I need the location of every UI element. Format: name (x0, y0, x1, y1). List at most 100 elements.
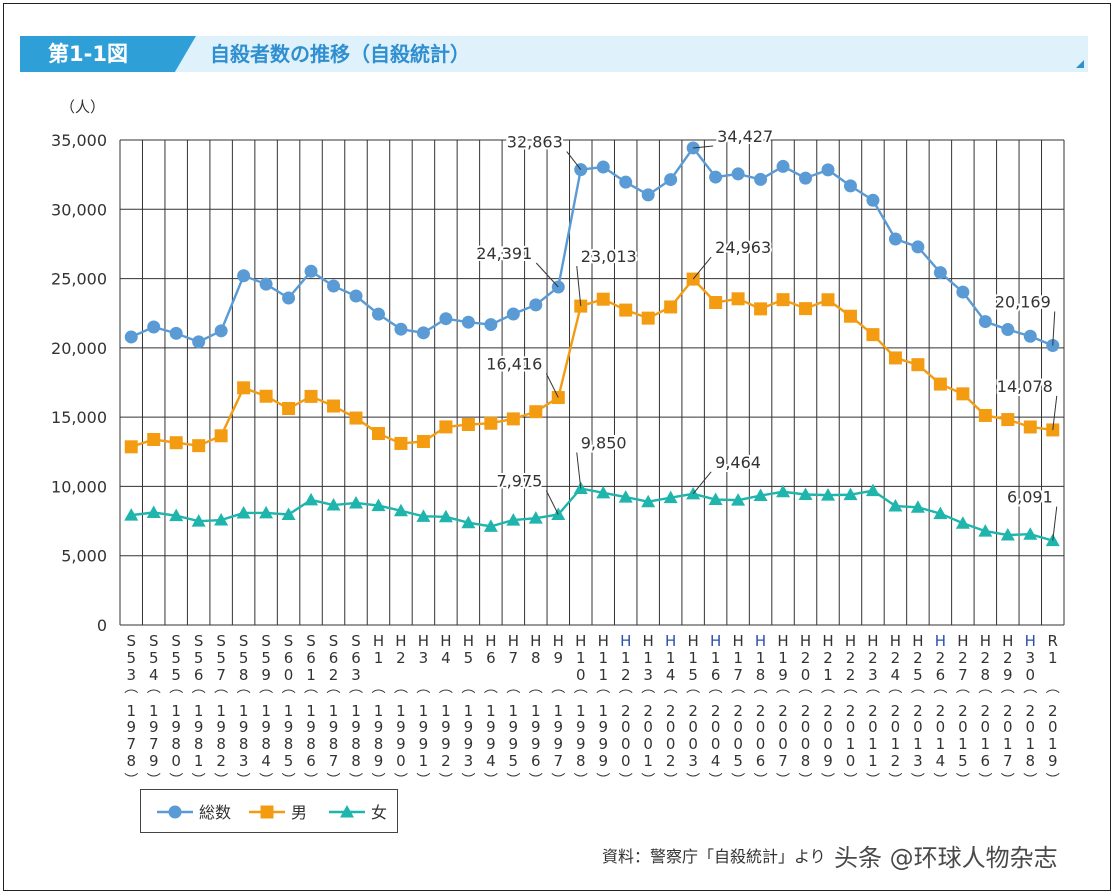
x-tick-year-char: 7 (1003, 752, 1013, 770)
x-tick-year-char: 2 (666, 752, 676, 770)
data-point-female (978, 524, 993, 537)
x-tick-year-char: 2 (801, 702, 811, 720)
x-tick-era-char: 7 (733, 666, 743, 684)
data-point-female (236, 505, 251, 519)
x-tick-year-char: 4 (711, 752, 721, 770)
x-tick-paren: ︵ (754, 680, 768, 696)
x-tick-era-char: 2 (913, 649, 923, 667)
x-tick-year-char: 2 (936, 702, 946, 720)
x-tick-year-char: 0 (711, 735, 721, 753)
data-label: 20,169 (995, 293, 1051, 312)
x-tick-era-char: 4 (891, 666, 901, 684)
x-tick-era-char: 7 (216, 666, 226, 684)
x-tick-year-char: 2 (621, 702, 631, 720)
x-tick-year-char: 8 (216, 735, 226, 753)
y-tick-label: 15,000 (51, 408, 107, 427)
x-tick-era-char: 8 (981, 666, 991, 684)
x-tick-year-char: 2 (1003, 702, 1013, 720)
x-tick-era-char: 6 (711, 666, 721, 684)
x-tick-year-char: 2 (711, 702, 721, 720)
x-tick-paren: ︶ (956, 773, 970, 789)
x-tick-era-char: H (530, 632, 541, 650)
data-point-male (619, 303, 633, 317)
x-tick-year-char: 7 (329, 752, 339, 770)
x-tick-year-char: 0 (666, 718, 676, 736)
x-tick-paren: ︵ (506, 680, 520, 696)
annotation-leader (545, 490, 559, 515)
annotation-leader (535, 262, 559, 288)
x-tick-year-char: 0 (823, 718, 833, 736)
data-point-male (371, 427, 385, 441)
data-point-total (888, 232, 902, 246)
x-tick-era-char: 2 (329, 666, 339, 684)
data-point-male (754, 302, 768, 316)
x-tick-year-char: 3 (913, 752, 923, 770)
x-tick-year-char: 0 (891, 718, 901, 736)
x-tick-year-char: 9 (509, 735, 519, 753)
data-point-male (506, 412, 520, 426)
x-tick-era-char: H (732, 632, 743, 650)
x-tick-year-char: 0 (913, 718, 923, 736)
x-tick-year-char: 8 (171, 735, 181, 753)
x-tick-year-char: 4 (486, 752, 496, 770)
x-tick-year-char: 0 (643, 735, 653, 753)
x-tick-era-char: H (418, 632, 429, 650)
x-tick-era-char: 2 (846, 649, 856, 667)
data-label: 23,013 (581, 247, 637, 266)
x-tick-year-char: 9 (554, 718, 564, 736)
x-tick-year-char: 9 (419, 735, 429, 753)
x-tick-paren: ︶ (888, 773, 902, 789)
data-point-female (776, 484, 791, 498)
x-tick-year-char: 1 (261, 702, 271, 720)
data-label: 24,963 (715, 238, 771, 257)
x-tick-era-char: 1 (643, 649, 653, 667)
watermark-text: 头条 @环球人物杂志 (834, 844, 1058, 872)
x-tick-era-char: 2 (891, 649, 901, 667)
annotation-leader (693, 145, 714, 149)
data-point-male (664, 300, 678, 314)
x-tick-year-char: 0 (396, 752, 406, 770)
data-point-total (169, 326, 183, 340)
data-point-female (191, 514, 206, 527)
x-tick-year-char: 9 (531, 718, 541, 736)
x-tick-era-char: 1 (823, 666, 833, 684)
data-point-male (214, 429, 228, 443)
data-point-female (438, 509, 453, 523)
x-tick-era-char: 2 (958, 649, 968, 667)
data-point-female (483, 519, 498, 532)
x-tick-era-char: H (575, 632, 586, 650)
x-tick-era-char: S (216, 632, 226, 650)
data-label: 14,078 (997, 377, 1053, 396)
legend-label: 総数 (199, 803, 231, 822)
x-tick-year-char: 9 (396, 735, 406, 753)
x-tick-year-char: 8 (306, 735, 316, 753)
x-tick-era-char: 1 (374, 649, 384, 667)
x-tick-year-char: 1 (936, 735, 946, 753)
x-tick-year-char: 9 (441, 718, 451, 736)
data-point-total (529, 298, 543, 312)
x-tick-year-char: 8 (126, 752, 136, 770)
x-tick-paren: ︵ (124, 680, 138, 696)
data-point-male (192, 439, 206, 453)
x-tick-era-char: 6 (486, 649, 496, 667)
x-tick-paren: ︵ (933, 680, 947, 696)
data-point-male (956, 387, 970, 401)
x-tick-era-char: 5 (913, 666, 923, 684)
x-tick-paren: ︶ (259, 773, 273, 789)
x-tick-year-char: 1 (329, 702, 339, 720)
x-tick-paren: ︵ (1023, 680, 1037, 696)
x-tick-year-char: 9 (441, 735, 451, 753)
x-tick-paren: ︵ (237, 680, 251, 696)
x-tick-era-char: 2 (823, 649, 833, 667)
x-tick-era-char: 5 (688, 666, 698, 684)
x-tick-era-char: 2 (621, 666, 631, 684)
x-tick-year-char: 0 (643, 718, 653, 736)
x-tick-era-char: S (194, 632, 204, 650)
